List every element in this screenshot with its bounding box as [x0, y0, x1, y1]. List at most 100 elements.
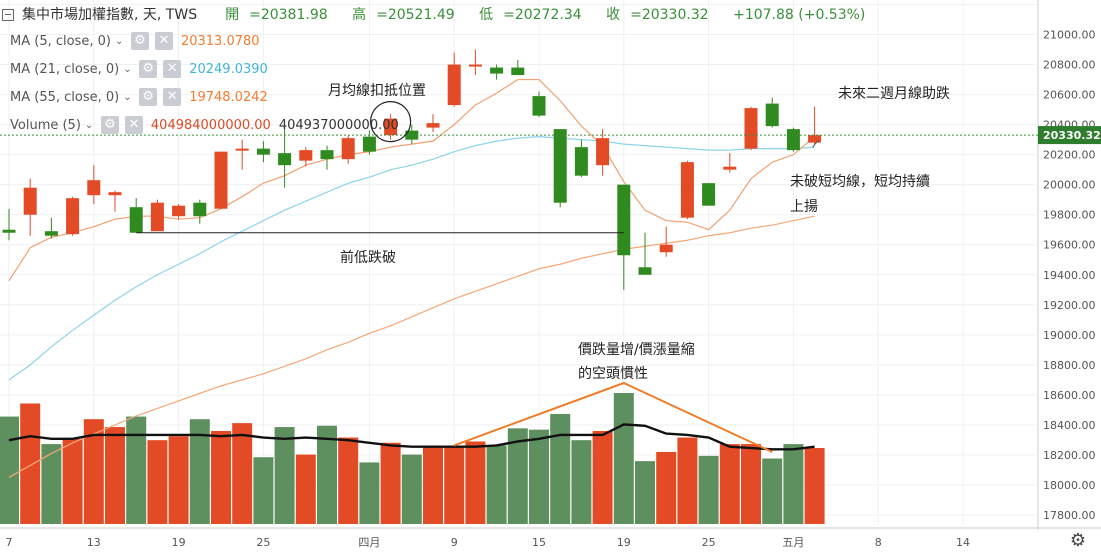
- x-tick-label: 8: [875, 536, 882, 549]
- y-tick-label: 20000.00: [1043, 179, 1096, 192]
- y-tick-label: 19000.00: [1043, 329, 1096, 342]
- candle-body: [553, 129, 567, 203]
- x-tick-label: 五月: [782, 536, 804, 549]
- x-tick-label: 四月: [358, 536, 380, 549]
- chevron-down-icon: ⌄: [123, 91, 132, 103]
- price-axis: [1038, 0, 1101, 554]
- candle-body: [108, 192, 122, 196]
- volume-bar: [274, 427, 295, 524]
- gear-icon[interactable]: ⚙: [100, 116, 119, 134]
- volume-bar: [168, 436, 189, 524]
- settings-gear-icon[interactable]: ⚙: [1069, 530, 1087, 551]
- y-tick-label: 18800.00: [1043, 359, 1096, 372]
- candle-body: [659, 244, 673, 253]
- legend-ma55[interactable]: MA (55, close, 0) ⌄ ⚙ ✕ 19748.0242: [10, 88, 268, 106]
- candle-body: [384, 118, 398, 136]
- volume-bar: [83, 419, 104, 524]
- candle-body: [447, 64, 461, 106]
- volume-bar: [62, 438, 83, 524]
- y-tick-label: 20800.00: [1043, 59, 1096, 72]
- x-tick-label: 14: [956, 536, 970, 549]
- x-tick-label: 25: [702, 536, 716, 549]
- candle-body: [617, 184, 631, 256]
- candle-body: [786, 129, 800, 151]
- volume-bar: [444, 446, 465, 524]
- candle-body: [2, 229, 16, 233]
- gear-icon[interactable]: ⚙: [130, 32, 149, 50]
- volume-bar: [232, 423, 253, 524]
- volume-bar: [105, 427, 125, 524]
- candle-body: [702, 183, 716, 206]
- y-tick-label: 18200.00: [1043, 449, 1096, 462]
- candle-body: [490, 67, 504, 74]
- volume-bar: [189, 419, 210, 524]
- gear-icon[interactable]: ⚙: [139, 88, 158, 106]
- legend-volume[interactable]: Volume (5) ⌄ ⚙ ✕ 404984000000.00 404937000…: [10, 116, 399, 134]
- volume-bar: [0, 416, 19, 524]
- legend-ma21[interactable]: MA (21, close, 0) ⌄ ⚙ ✕ 20249.0390: [10, 60, 268, 78]
- y-tick-label: 21000.00: [1043, 29, 1096, 42]
- annotation-future-two-weeks: 未來二週月線助跌: [838, 86, 950, 102]
- volume-bar: [359, 462, 380, 524]
- candle-body: [574, 147, 588, 176]
- close-icon[interactable]: ✕: [163, 88, 182, 106]
- gear-icon[interactable]: ⚙: [139, 60, 158, 78]
- volume-bar: [804, 448, 825, 524]
- current-price-label: 20330.32: [1043, 129, 1101, 142]
- candle-body: [680, 162, 694, 218]
- y-tick-label: 20200.00: [1043, 149, 1096, 162]
- volume-bar: [126, 416, 147, 524]
- chart-title: 集中市場加權指數, 天, TWS: [22, 7, 198, 23]
- close-value: 收 =20330.32: [606, 7, 709, 23]
- legend-ma5[interactable]: MA (5, close, 0) ⌄ ⚙ ✕ 20313.0780: [10, 32, 260, 50]
- chart-header: 集中市場加權指數, 天, TWS 開 =20381.98 高 =20521.49 低…: [0, 4, 875, 24]
- y-tick-label: 18600.00: [1043, 389, 1096, 402]
- ma55-line: [8, 215, 815, 478]
- volume-bar: [380, 442, 401, 524]
- volume-bar: [20, 403, 41, 524]
- volume-bar: [677, 437, 698, 524]
- candle-body: [405, 130, 419, 140]
- y-tick-label: 19600.00: [1043, 239, 1096, 252]
- volume-bar: [550, 413, 571, 524]
- volume-trend-annotation: [453, 381, 773, 453]
- candle-body: [638, 267, 652, 275]
- x-tick-label: 19: [172, 536, 186, 549]
- low-value: 低 =20272.34: [479, 7, 582, 23]
- volume-bar: [147, 440, 168, 524]
- candle-body: [87, 180, 101, 196]
- ma-pointer-line: [812, 139, 819, 148]
- x-tick-label: 19: [617, 536, 631, 549]
- annotation-bear-inertia-2: 的空頭慣性: [578, 365, 648, 382]
- x-tick-label: 15: [532, 536, 546, 549]
- candle-body: [744, 108, 758, 149]
- volume-bar: [783, 444, 804, 524]
- ma21-line: [8, 136, 815, 381]
- ohlc-readout: 開 =20381.98 高 =20521.49 低 =20272.34 收 =20330…: [225, 4, 875, 24]
- deduct-circle: [370, 101, 412, 143]
- candle-body: [341, 138, 355, 160]
- candle-body: [426, 123, 440, 128]
- candle-body: [532, 96, 546, 116]
- close-icon[interactable]: ✕: [154, 32, 173, 50]
- candle-body: [172, 205, 186, 217]
- close-icon[interactable]: ✕: [124, 116, 143, 134]
- candle-body: [235, 148, 249, 151]
- volume-bar: [741, 444, 761, 524]
- candle-body: [193, 202, 207, 217]
- volume-bar: [656, 451, 677, 524]
- candle-body: [723, 166, 737, 170]
- annotation-prev-low-break: 前低跌破: [340, 249, 396, 266]
- candle-body: [150, 202, 164, 232]
- volume-bar: [317, 425, 337, 524]
- volume-bar: [41, 444, 62, 524]
- volume-ma-line: [8, 423, 815, 451]
- close-icon[interactable]: ✕: [163, 60, 182, 78]
- candle-body: [468, 64, 482, 67]
- candle-body: [66, 198, 80, 235]
- volume-bar: [465, 441, 486, 524]
- y-tick-label: 19200.00: [1043, 299, 1096, 312]
- collapse-icon[interactable]: [2, 9, 14, 21]
- candle-body: [299, 150, 313, 161]
